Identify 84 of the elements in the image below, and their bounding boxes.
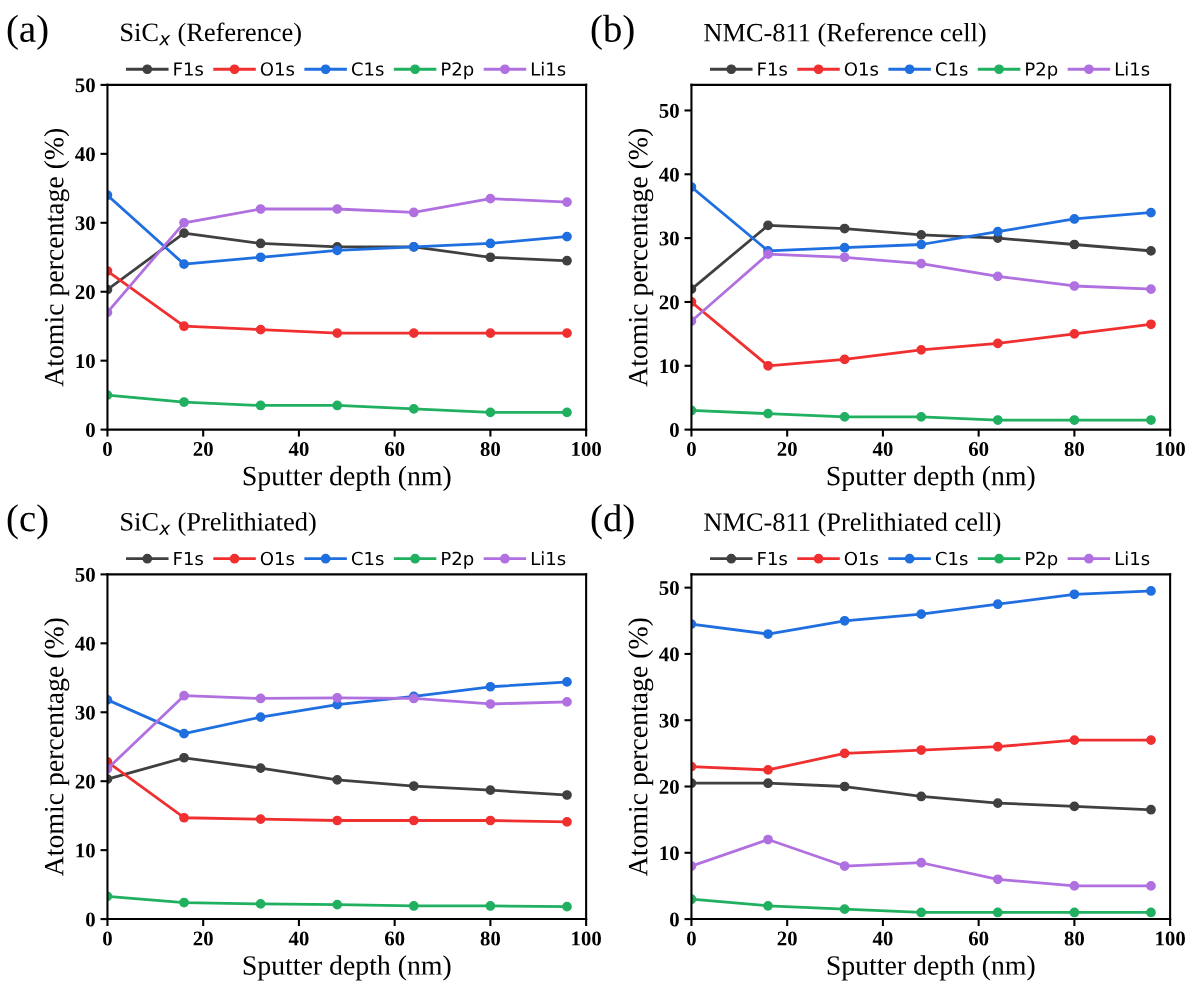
x-tick-label: 80 [1064, 931, 1085, 946]
legend-label: O1s [260, 62, 295, 76]
y-tick-label: 30 [659, 713, 679, 728]
legend-label: O1s [844, 551, 879, 566]
legend-label: P2p [442, 551, 474, 569]
y-tick-label: 50 [659, 103, 679, 118]
x-tick-label: 60 [968, 442, 989, 457]
x-tick-label: 100 [1156, 931, 1185, 946]
y-tick-label: 40 [75, 636, 95, 651]
x-tick-label: 60 [384, 442, 405, 457]
y-tick-label: 30 [75, 216, 95, 231]
legend-label: Li1s [531, 61, 566, 76]
legend-label: F1s [758, 62, 787, 76]
x-tick-label: 100 [572, 442, 601, 457]
chart-subtitle: SiC$_{x}$ (Prelithiated) [121, 512, 316, 537]
x-tick-label: 100 [572, 931, 601, 946]
x-tick-label: 20 [193, 931, 213, 946]
chart-subtitle: NMC-811 (Reference cell) [704, 22, 986, 47]
y-tick-label: 0 [86, 912, 95, 927]
x-tick-label: 40 [288, 442, 309, 457]
legend-label: Li1s [1115, 551, 1150, 566]
x-axis-title: Sputter depth (nm) [827, 465, 1035, 492]
y-axis-title: Atomic percentage (%) [627, 128, 654, 387]
y-axis-title: Atomic percentage (%) [44, 128, 70, 387]
x-tick-label: 0 [103, 442, 112, 457]
chart-title: (b) [591, 14, 634, 50]
y-tick-label: 0 [86, 422, 95, 438]
x-tick-label: 60 [968, 931, 989, 946]
x-tick-label: 0 [687, 442, 696, 457]
legend-label: P2p [1026, 551, 1058, 569]
y-tick-label: 10 [660, 359, 679, 374]
chart-subtitle: NMC-811 (Prelithiated cell) [704, 512, 1001, 537]
chart-title: (a) [7, 14, 48, 50]
y-tick-label: 10 [660, 846, 679, 861]
y-tick-label: 50 [75, 78, 95, 93]
x-tick-label: 60 [384, 931, 405, 946]
legend-label: F1s [758, 551, 787, 566]
y-tick-label: 20 [75, 285, 95, 300]
x-tick-label: 20 [777, 442, 797, 457]
x-tick-label: 20 [777, 931, 797, 946]
x-tick-label: 80 [1064, 442, 1085, 457]
y-tick-label: 40 [75, 147, 95, 162]
chart-subtitle: SiC$_{x}$ (Reference) [121, 22, 301, 47]
y-tick-label: 20 [75, 774, 95, 789]
y-axis-title: Atomic percentage (%) [44, 618, 70, 877]
x-tick-label: 0 [103, 931, 112, 946]
x-tick-label: 100 [1156, 442, 1185, 457]
y-tick-label: 30 [659, 231, 679, 246]
legend-label: C1s [935, 62, 968, 76]
y-tick-label: 0 [670, 912, 679, 927]
legend-label: F1s [174, 62, 203, 76]
y-tick-label: 0 [670, 422, 679, 438]
legend-label: O1s [260, 551, 295, 566]
x-tick-label: 40 [288, 931, 309, 946]
y-tick-label: 20 [659, 779, 679, 794]
x-tick-label: 20 [193, 442, 213, 457]
x-tick-label: 0 [687, 931, 696, 946]
chart-title: (d) [591, 504, 634, 540]
x-axis-title: Sputter depth (nm) [827, 955, 1035, 981]
y-tick-label: 10 [76, 354, 95, 369]
y-tick-label: 50 [75, 567, 95, 582]
y-tick-label: 30 [75, 705, 95, 720]
legend-label: C1s [935, 551, 968, 566]
y-tick-label: 40 [659, 647, 679, 662]
legend-label: C1s [351, 62, 384, 76]
legend-label: P2p [1026, 62, 1058, 80]
y-tick-label: 10 [76, 843, 95, 858]
y-tick-label: 40 [659, 167, 679, 182]
chart-title: (c) [7, 504, 48, 540]
x-tick-label: 40 [872, 931, 893, 946]
x-tick-label: 80 [480, 442, 501, 457]
y-axis-title: Atomic percentage (%) [627, 618, 654, 877]
legend-label: Li1s [531, 551, 566, 566]
legend-label: O1s [844, 62, 879, 76]
x-tick-label: 80 [480, 931, 501, 946]
legend-label: P2p [442, 62, 474, 80]
legend-label: C1s [351, 551, 384, 566]
y-tick-label: 50 [659, 581, 679, 596]
x-axis-title: Sputter depth (nm) [243, 465, 451, 492]
legend-label: F1s [174, 551, 203, 566]
legend-label: Li1s [1115, 61, 1150, 76]
x-tick-label: 40 [872, 442, 893, 457]
x-axis-title: Sputter depth (nm) [243, 955, 451, 981]
y-tick-label: 20 [659, 295, 679, 310]
